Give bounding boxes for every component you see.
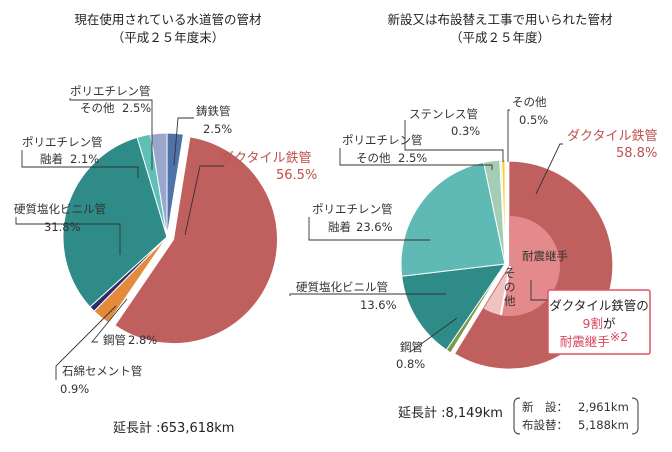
label-asbestos-name: 石綿セメント管 xyxy=(62,364,142,378)
callout-line2-rest: が xyxy=(603,316,616,331)
breakdown-renew-value: 5,188km xyxy=(578,418,629,432)
callout-line2-num: 9割 xyxy=(583,316,603,331)
left-total: 延長計 :653,618km xyxy=(113,420,234,436)
leader-line-5 xyxy=(91,298,128,343)
inner-other-label-2: の xyxy=(504,280,516,294)
inner-quake-label: 耐震継手 xyxy=(522,249,568,263)
pie-slice-6 xyxy=(150,132,168,238)
pie-slice-4 xyxy=(62,136,168,308)
pie-slice-3 xyxy=(400,161,506,277)
callout-line1: ダクタイル鉄管の xyxy=(549,298,649,313)
leader-line-1 xyxy=(21,150,139,178)
label-pe-fusion-name: ポリエチレン管 xyxy=(22,135,103,149)
callout-note-mark: ※2 xyxy=(610,329,628,344)
callout-line3: 耐震継手※2 xyxy=(560,329,628,349)
breakdown-new-value: 2,961km xyxy=(578,400,629,414)
pie-slice-2 xyxy=(401,263,507,351)
breakdown-renew-label: 布設替： xyxy=(522,418,568,432)
label-steel-name: 鋼管 xyxy=(103,333,126,347)
inner-quake-slice xyxy=(500,216,560,316)
inner-other-label-1: そ xyxy=(504,266,516,280)
right-chart-title: 新設又は布設替え工事で用いられた管材 xyxy=(387,12,612,27)
label-r-pvc-name: 硬質塩化ビニル管 xyxy=(296,280,388,294)
leader-line-9 xyxy=(339,148,493,170)
callout-line2: 9割が xyxy=(583,316,616,331)
label-ductile-name: ダクタイル鉄管 xyxy=(221,151,311,166)
label-r-pe-fusion-name: ポリエチレン管 xyxy=(312,202,393,216)
label-steel-value: 2.8% xyxy=(128,333,157,347)
label-r-pe-other-value: 2.5% xyxy=(398,151,427,165)
label-r-ductile-name: ダクタイル鉄管 xyxy=(567,129,657,144)
left-labels: ポリエチレン管 その他 2.5% ポリエチレン管 融着 2.1% 硬質塩化ビニル… xyxy=(14,84,317,436)
label-pe-other-value: 2.5% xyxy=(122,101,151,115)
label-r-ductile-value: 58.8% xyxy=(616,146,657,161)
leader-lines xyxy=(15,98,563,380)
label-pe-other-sub: その他 xyxy=(80,101,115,115)
label-pvc-name: 硬質塩化ビニル管 xyxy=(14,202,106,216)
label-other-name: その他 xyxy=(512,95,547,109)
label-pe-other-name: ポリエチレン管 xyxy=(70,84,151,98)
pie-slice-1 xyxy=(114,136,278,345)
left-chart-title: 現在使用されている水道管の管材 xyxy=(74,12,261,27)
leader-line-13 xyxy=(535,143,563,195)
quake-callout-box xyxy=(547,289,651,355)
label-ductile-value: 56.5% xyxy=(276,168,317,183)
label-r-pe-other-sub: その他 xyxy=(356,151,391,165)
label-r-steel-name: 鋼管 xyxy=(400,340,423,354)
breakdown-bracket-left xyxy=(513,397,521,435)
label-r-pe-fusion-sub: 融着 xyxy=(328,220,351,234)
inner-other-slice xyxy=(483,266,510,316)
label-stainless-value: 0.3% xyxy=(451,124,480,138)
label-asbestos-value: 0.9% xyxy=(60,382,89,396)
breakdown-bracket-right xyxy=(631,397,639,435)
inner-other-label-3: 他 xyxy=(504,294,516,308)
leader-line-0 xyxy=(69,98,153,170)
leader-line-4 xyxy=(184,165,224,236)
right-chart-subtitle: （平成２５年度） xyxy=(450,30,550,45)
leader-line-11 xyxy=(289,293,446,296)
right-total: 延長計 :8,149km xyxy=(398,405,503,421)
label-stainless-name: ステンレス管 xyxy=(409,107,478,121)
leader-line-7 xyxy=(404,120,504,162)
left-chart-subtitle: （平成２５年度末） xyxy=(112,30,225,45)
label-cast-iron-value: 2.5% xyxy=(203,122,232,136)
leader-line-14 xyxy=(530,280,548,301)
label-r-steel-value: 0.8% xyxy=(396,357,425,371)
label-pe-fusion-sub: 融着 xyxy=(40,152,63,166)
left-pie xyxy=(62,132,278,345)
leader-line-3 xyxy=(173,117,194,166)
label-other-value: 0.5% xyxy=(519,113,548,127)
leader-line-12 xyxy=(409,317,458,353)
label-pvc-value: 31.8% xyxy=(44,220,81,234)
label-r-pvc-value: 13.6% xyxy=(360,298,397,312)
leader-line-6 xyxy=(55,305,117,380)
label-cast-iron-name: 鋳鉄管 xyxy=(196,104,231,118)
label-r-pe-fusion-value: 23.6% xyxy=(356,220,393,234)
leader-line-2 xyxy=(15,217,121,255)
label-r-pe-other-name: ポリエチレン管 xyxy=(342,133,423,147)
right-labels: ステンレス管 0.3% その他 0.5% ポリエチレン管 その他 2.5% ポリ… xyxy=(296,95,657,435)
inner-divider xyxy=(499,265,511,316)
leader-line-10 xyxy=(308,217,430,241)
quake-joint-inner-pie xyxy=(483,216,560,316)
breakdown-new-label: 新 設： xyxy=(522,400,568,414)
leader-line-8 xyxy=(507,109,510,162)
label-pe-fusion-value: 2.1% xyxy=(70,152,99,166)
